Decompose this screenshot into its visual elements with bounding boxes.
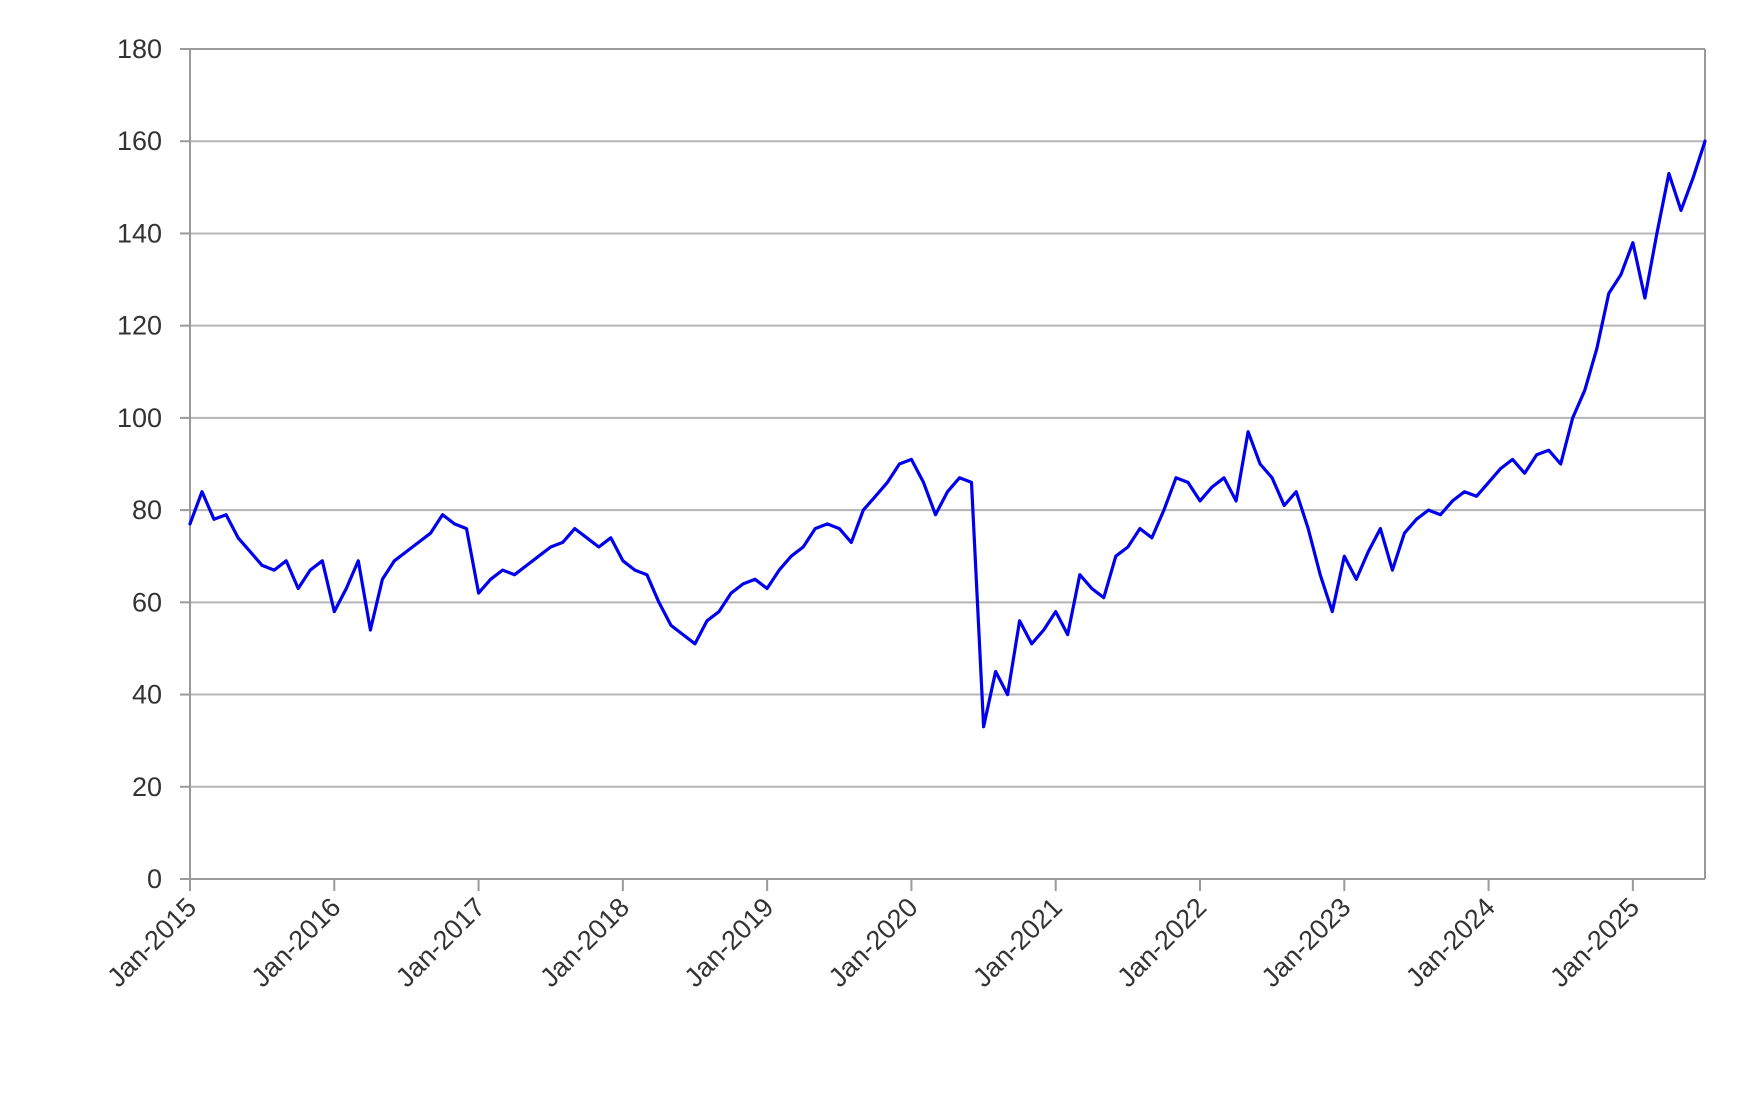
x-tick-label-5: Jan-2020 — [823, 892, 924, 993]
y-tick-label-20: 20 — [132, 772, 162, 802]
x-tick-label-2: Jan-2017 — [390, 892, 491, 993]
grid-lines — [190, 48, 1705, 788]
x-axis-tick-labels: Jan-2015 Jan-2016 Jan-2017 Jan-2018 Jan-2019… — [101, 892, 1645, 993]
x-tick-label-4: Jan-2019 — [679, 892, 780, 993]
y-tick-label-80: 80 — [132, 495, 162, 525]
x-tick-label-8: Jan-2023 — [1256, 892, 1357, 993]
x-tick-label-0: Jan-2015 — [101, 892, 202, 993]
x-tick-label-9: Jan-2024 — [1400, 892, 1501, 993]
y-tick-label-100: 100 — [117, 403, 162, 433]
y-tick-label-60: 60 — [132, 587, 162, 617]
x-tick-label-3: Jan-2018 — [534, 892, 635, 993]
y-tick-label-40: 40 — [132, 680, 162, 710]
x-tick-label-1: Jan-2016 — [246, 892, 347, 993]
y-tick-label-0: 0 — [147, 864, 162, 894]
x-tick-label-6: Jan-2021 — [967, 892, 1068, 993]
series-group — [188, 139, 1707, 729]
x-tick-label-7: Jan-2022 — [1111, 892, 1212, 993]
y-tick-label-160: 160 — [117, 126, 162, 156]
y-tick-label-120: 120 — [117, 311, 162, 341]
x-tick-label-10: Jan-2025 — [1544, 892, 1645, 993]
series-line-0 — [188, 139, 1707, 729]
y-tick-label-140: 140 — [117, 218, 162, 248]
y-axis-tick-labels: 0 20 40 60 80 100 120 140 160 180 — [117, 34, 162, 894]
axes — [180, 48, 1706, 891]
y-tick-label-180: 180 — [117, 34, 162, 64]
